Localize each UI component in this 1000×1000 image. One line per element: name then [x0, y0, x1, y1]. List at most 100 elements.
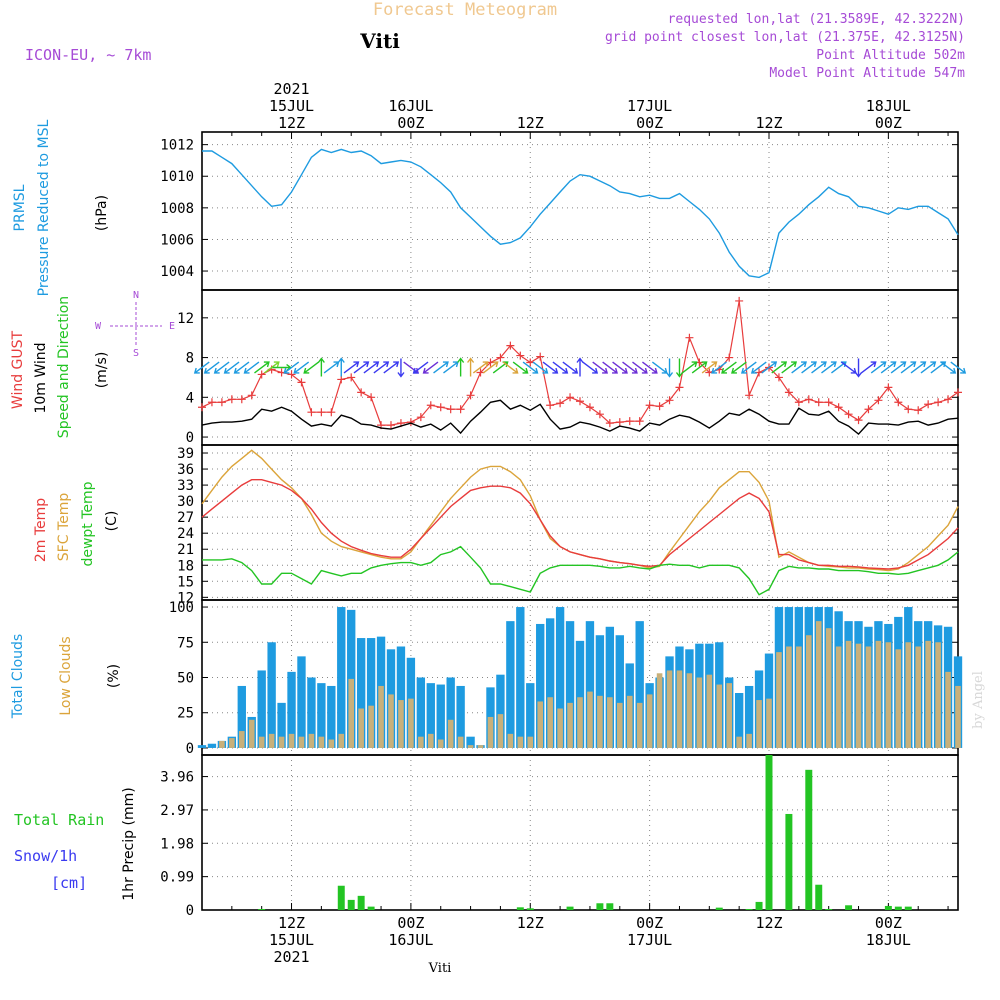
gust-marker [585, 403, 594, 412]
low-clouds-bar [716, 684, 723, 748]
gust-marker [576, 397, 584, 406]
wind-line [201, 399, 959, 436]
wind-direction-arrow [920, 361, 937, 374]
wind-direction-arrow [353, 361, 370, 374]
gust-marker [834, 403, 843, 412]
y-tick-label: 1008 [160, 201, 194, 217]
low-clouds-bar [607, 697, 613, 748]
rain-bar [884, 905, 892, 910]
chart-title: Forecast Meteogram [373, 0, 557, 20]
compass-n: N [133, 290, 139, 301]
gust-marker [546, 401, 555, 410]
x-axis-bottom-label: 00Z [636, 914, 663, 932]
gust-marker [814, 398, 823, 407]
rain-bar [347, 899, 355, 910]
gust-marker [665, 396, 674, 405]
gust-marker [207, 398, 216, 407]
label-total-rain: Total Rain [14, 811, 104, 829]
y-tick-label: 50 [177, 671, 194, 687]
total-clouds-bar [277, 702, 286, 748]
wind-direction-arrow [821, 361, 837, 374]
pressure-line [202, 148, 959, 279]
low-clouds-bar [318, 736, 325, 748]
wind-direction-arrow [264, 361, 280, 374]
label-celsius: (C) [104, 511, 120, 532]
gust-marker [635, 417, 644, 426]
y-tick-label: 24 [177, 526, 194, 542]
compass-w: W [95, 321, 102, 332]
gust-marker [566, 393, 575, 402]
gust-marker [357, 388, 366, 397]
wind-direction-arrow [383, 361, 400, 374]
total-clouds-bar [317, 683, 326, 748]
y-tick-label: 39 [177, 446, 194, 462]
gust-marker [367, 393, 376, 402]
y-tick-label: 25 [177, 706, 194, 722]
rain-bar [904, 906, 912, 910]
wind-direction-arrow [562, 361, 579, 374]
total-clouds-bar [506, 621, 515, 748]
info-grid-point: grid point closest lon,lat (21.375E, 42.… [605, 30, 965, 45]
rain-bar [367, 906, 375, 910]
low-clouds-bar [756, 700, 762, 748]
x-axis-top-label: 18JUL [866, 97, 911, 115]
gust-marker [247, 391, 256, 400]
wind-direction-arrow [317, 357, 325, 377]
gust-marker [615, 418, 624, 427]
rain-bar [755, 901, 763, 910]
total-clouds-bar [466, 736, 475, 748]
info-point-altitude: Point Altitude 502m [816, 48, 965, 63]
total-clouds-bar [237, 685, 246, 748]
rain-bar [337, 885, 345, 910]
gust-marker [297, 378, 306, 387]
info-requested: requested lon,lat (21.3589E, 42.3222N) [668, 12, 965, 27]
gust-marker [954, 388, 962, 397]
low-clouds-bar [288, 733, 295, 748]
wind-direction-arrow [701, 361, 718, 374]
low-clouds-bar [298, 736, 305, 748]
label-pressure-msl: Pressure Reduced to MSL [36, 119, 52, 296]
total-clouds-bar [207, 743, 217, 748]
y-tick-label: 8 [186, 351, 194, 367]
compass-s: S [133, 348, 139, 359]
gust-marker [516, 351, 525, 360]
low-clouds-bar [487, 716, 494, 748]
gust-marker [307, 408, 316, 417]
rain-bar [566, 906, 574, 910]
low-clouds-bar [905, 642, 912, 748]
label-dewpt-temp: dewpt Temp [80, 481, 96, 566]
gust-marker [794, 398, 803, 407]
wind-direction-arrow [363, 361, 380, 374]
low-clouds-bar [955, 685, 961, 748]
rain-bar [715, 907, 723, 910]
low-clouds-bar [497, 714, 504, 748]
rain-bar [606, 903, 614, 910]
wind-direction-arrow [681, 361, 698, 374]
wind-direction-arrow [472, 361, 489, 374]
total-clouds-bar [555, 607, 565, 748]
wind-direction-arrow [467, 357, 475, 377]
wind-direction-arrow [801, 361, 817, 374]
low-clouds-bar [477, 745, 484, 748]
wind-direction-arrow [254, 361, 270, 374]
low-clouds-bar [636, 702, 643, 748]
gust-marker [605, 419, 614, 428]
wind-direction-arrow [950, 361, 967, 374]
total-clouds-bar [396, 646, 406, 748]
gust-marker [536, 352, 545, 361]
low-clouds-bar [258, 736, 265, 748]
low-clouds-bar [398, 700, 404, 748]
y-tick-label: 2.97 [160, 803, 194, 819]
low-clouds-bar [328, 739, 335, 748]
y-tick-label: 75 [177, 635, 194, 651]
y-tick-label: 12 [177, 311, 194, 327]
low-clouds-bar [796, 646, 802, 748]
x-axis-bottom-label: 12Z [517, 914, 544, 932]
gust-marker [198, 403, 206, 412]
x-axis-top-label: 12Z [278, 114, 305, 132]
label-snow-unit: [cm] [51, 874, 87, 892]
low-clouds-bar [925, 640, 931, 748]
wind-direction-arrow [323, 361, 340, 374]
wind-direction-arrow [791, 361, 807, 374]
total-clouds-bar [197, 745, 207, 748]
